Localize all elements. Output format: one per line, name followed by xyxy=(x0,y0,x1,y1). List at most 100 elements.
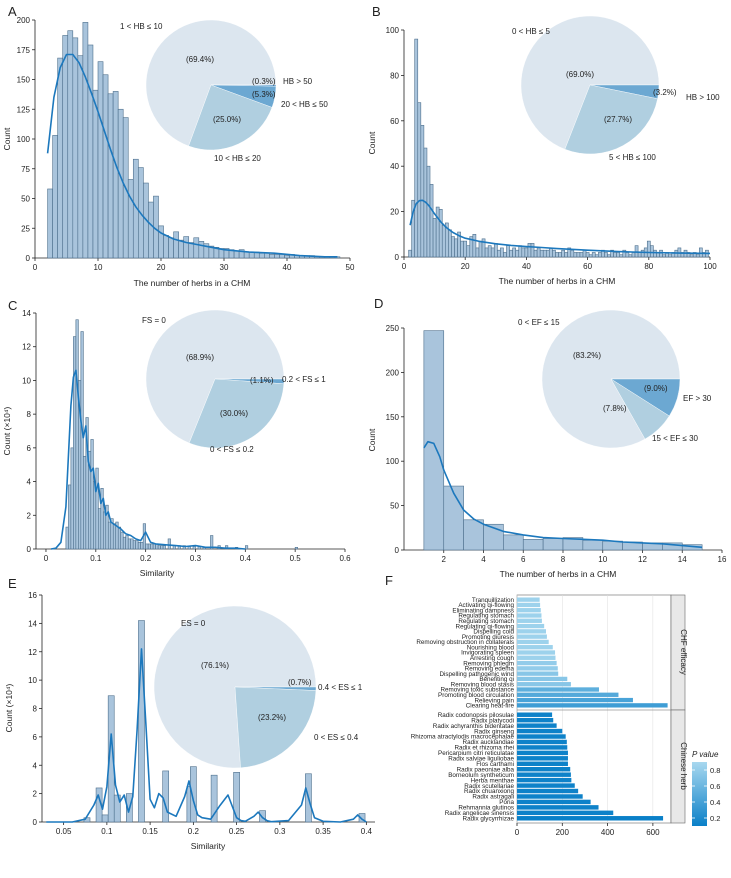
histogram-bar xyxy=(120,531,124,550)
histogram-bar xyxy=(102,511,107,550)
y-tick-label: 150 xyxy=(17,76,31,85)
histogram-bar xyxy=(549,247,553,258)
x-axis-label: The number of herbs in a CHM xyxy=(134,278,251,288)
x-tick-label: 0 xyxy=(515,828,520,837)
histogram-bar xyxy=(472,234,477,258)
pie-label-0: ES = 0 xyxy=(181,619,206,628)
category-label: Benefiting qi xyxy=(479,676,514,683)
pie-pct-1: (0.7%) xyxy=(288,678,312,687)
bar xyxy=(517,772,571,777)
histogram-bar xyxy=(509,249,513,258)
x-axis-label: Similarity xyxy=(140,568,175,578)
x-axis-label: The number of herbs in a CHM xyxy=(499,276,616,286)
pie-chart: 0 < EF ≤ 15 (83.2%) EF > 30 (9.0%) 15 < … xyxy=(518,309,712,449)
x-tick-label: 0.2 xyxy=(140,554,152,563)
histogram-bar xyxy=(135,540,139,550)
histogram-bar xyxy=(681,544,703,551)
histogram-bar xyxy=(294,547,298,550)
bar xyxy=(517,676,568,682)
bar xyxy=(517,723,557,728)
pie-label-2: 0 < ES ≤ 0.4 xyxy=(314,733,359,742)
legend-tick-label: 0.4 xyxy=(710,798,720,807)
histogram-bar xyxy=(417,102,422,258)
panel-letter-d: D xyxy=(374,296,383,311)
bar xyxy=(517,623,545,629)
histogram-bar xyxy=(576,252,581,258)
bar xyxy=(517,613,542,618)
histogram-bar xyxy=(536,247,541,258)
bar xyxy=(517,816,664,821)
pie-label-0: 0 < HB ≤ 5 xyxy=(512,27,551,36)
y-axis-label: Count xyxy=(2,127,12,150)
histogram-bar xyxy=(616,252,621,258)
histogram-bar xyxy=(145,543,149,550)
category-label: Invigorating spleen xyxy=(461,650,514,657)
histogram-bar xyxy=(62,35,69,259)
histogram-bar xyxy=(160,545,164,550)
histogram-bar xyxy=(475,247,480,258)
bar xyxy=(517,645,553,650)
bar xyxy=(517,739,567,745)
bar xyxy=(517,682,571,687)
category-label: Herba menthae xyxy=(471,777,515,784)
x-tick-label: 0.15 xyxy=(142,827,158,836)
legend-tick-label: 0.2 xyxy=(710,814,720,823)
histogram-bar xyxy=(77,55,84,259)
y-tick-label: 6 xyxy=(27,444,32,453)
histogram-bar xyxy=(408,249,412,258)
bar xyxy=(517,794,583,799)
histogram-bar xyxy=(233,772,240,823)
histogram-bar xyxy=(190,766,197,823)
histogram-bar xyxy=(698,247,703,258)
bar xyxy=(517,687,599,692)
histogram-bar xyxy=(515,249,520,258)
histogram-bar xyxy=(117,526,122,550)
histogram-bar xyxy=(112,91,119,259)
histogram-bar xyxy=(689,254,694,258)
pie-pct-0: (69.0%) xyxy=(566,70,594,79)
y-tick-label: 14 xyxy=(28,619,37,628)
y-tick-label: 0 xyxy=(27,545,32,554)
histogram-bar xyxy=(429,184,434,258)
histogram-bar xyxy=(463,519,484,551)
pie-slice xyxy=(145,19,277,147)
bar xyxy=(517,703,668,708)
pie-slice xyxy=(188,378,285,449)
category-label: Activating qi-flowing xyxy=(458,602,514,609)
category-label: Rehmannia glutinos xyxy=(458,805,514,812)
bar xyxy=(517,745,568,750)
pie-label-1: HB > 100 xyxy=(686,93,720,102)
pie-label-1: EF > 30 xyxy=(683,394,712,403)
histogram-bar xyxy=(279,254,285,259)
legend-tick-label: 0.6 xyxy=(710,782,720,791)
pie-label-2: 15 < EF ≤ 30 xyxy=(652,434,699,443)
x-tick-label: 6 xyxy=(521,555,526,564)
x-tick-label: 20 xyxy=(157,263,166,272)
histogram-bar xyxy=(443,485,464,551)
histogram-bar xyxy=(107,93,114,259)
histogram-bar xyxy=(264,252,270,259)
histogram-bar xyxy=(269,254,275,259)
histogram-bar xyxy=(588,254,593,258)
histogram-bar xyxy=(183,236,190,259)
category-label: Removing obstruction in collaterals xyxy=(416,639,514,646)
histogram-bar xyxy=(503,252,507,258)
histogram-bar xyxy=(117,108,124,259)
histogram-bar xyxy=(432,218,437,258)
bar xyxy=(517,655,556,660)
histogram-bar xyxy=(521,247,526,258)
histogram-bar xyxy=(125,535,129,550)
x-tick-label: 20 xyxy=(461,262,470,271)
y-tick-label: 125 xyxy=(17,105,31,114)
histogram-bar xyxy=(259,810,266,823)
facet-label-efficacy: CHF efficacy xyxy=(679,629,688,675)
histogram-bar xyxy=(668,254,673,258)
bar xyxy=(517,783,575,788)
y-tick-label: 4 xyxy=(27,478,32,487)
pie-chart: ES = 0 (76.1%) 0.4 < ES ≤ 1 (0.7%) 0 < E… xyxy=(153,605,363,769)
histogram-bar xyxy=(82,22,89,259)
kde-line xyxy=(409,199,711,255)
x-tick-label: 50 xyxy=(346,263,355,272)
bar xyxy=(517,766,571,772)
category-label: Promoting diuresis xyxy=(462,634,514,641)
